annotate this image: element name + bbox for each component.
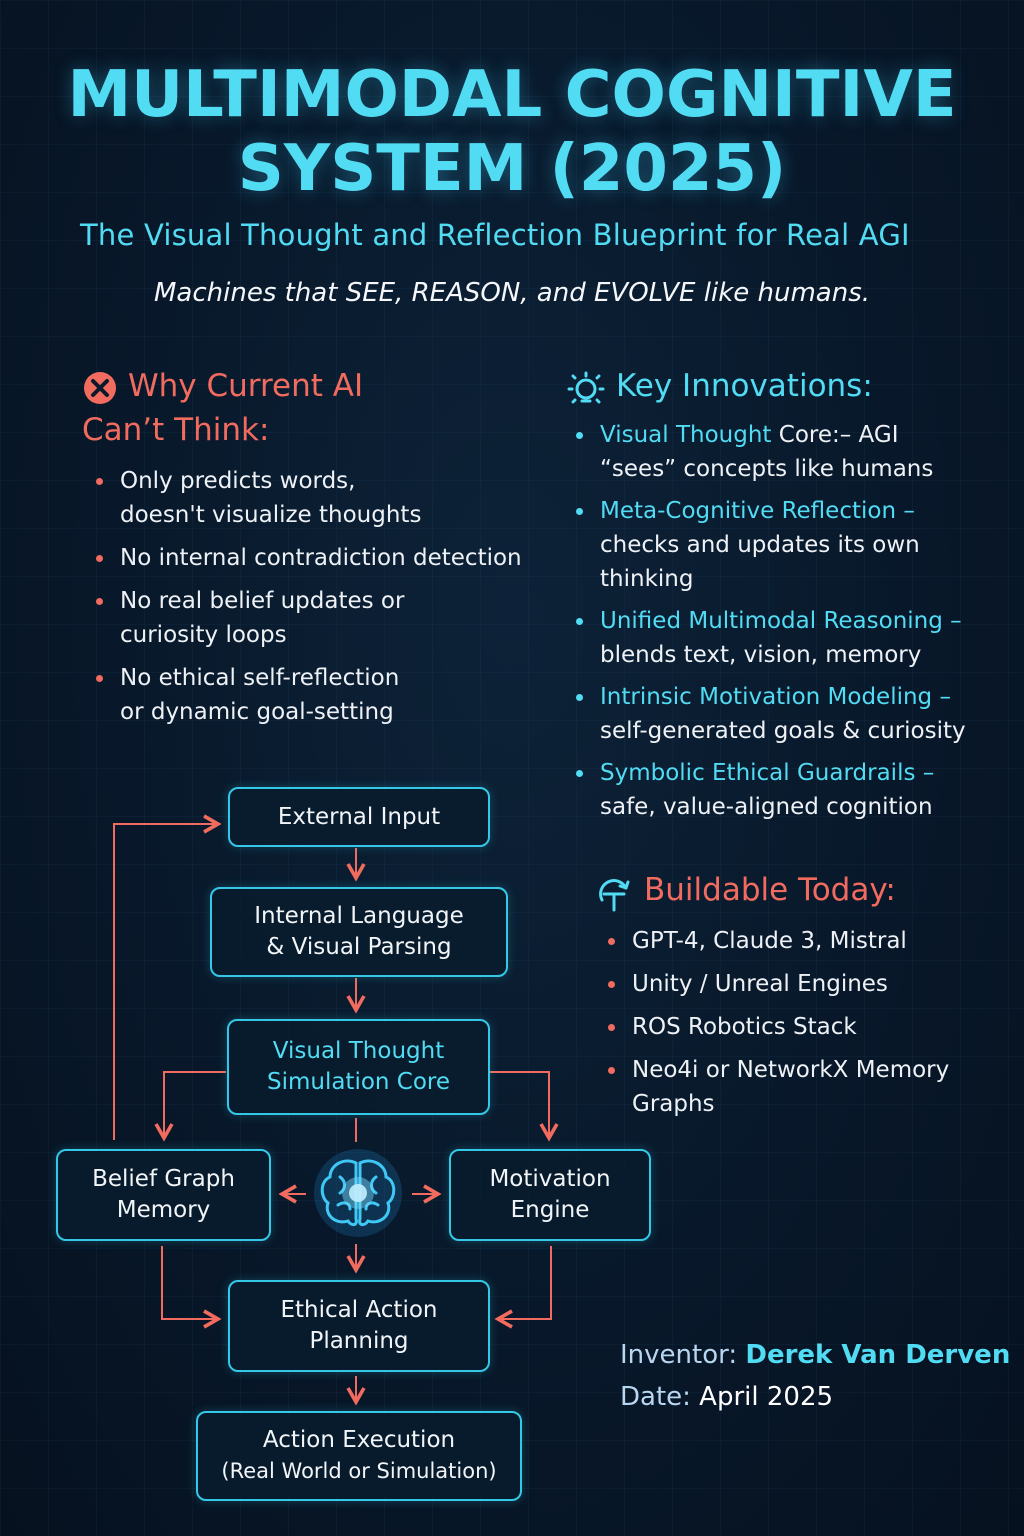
why-heading-line-1: Why Current AI [128,368,364,404]
belief-graph-memory-box: Belief Graph Memory [56,1149,271,1241]
tools-icon [599,879,630,912]
innovation-item: Visual Thought Core:– AGI “sees” concepts… [572,418,1012,486]
title-line-1: MULTIMODAL COGNITIVE [67,58,957,132]
why-heading-line-2: Can’t Think: [82,412,270,448]
innovation-item: Meta-Cognitive Reflection – checks and up… [572,494,1012,596]
innovation-item: Unified Multimodal Reasoning – blends tex… [572,604,1012,672]
arrow-motivation-to-ethical [494,1246,552,1329]
action-execution-box: Action Execution (Real World or Simulati… [196,1411,522,1501]
parsing-box: Internal Language & Visual Parsing [210,887,508,977]
arrow-core-to-belief [154,1071,226,1142]
why-item: No real belief updates or curiosity loops [92,584,552,652]
innovation-item: Symbolic Ethical Guardrails – safe, value… [572,756,1012,824]
date-line: Date: April 2025 [620,1382,834,1412]
arrow-belief-to-ethical [161,1246,222,1329]
innovation-item: Intrinsic Motivation Modeling – self-gene… [572,680,1012,748]
why-item: Only predicts words, doesn't visualize th… [92,464,552,532]
buildable-item: Unity / Unreal Engines [604,967,1004,1001]
innovations-list: Visual Thought Core:– AGI “sees” concepts… [572,418,1012,832]
lightbulb-icon [567,371,605,404]
x-circle-icon [84,372,116,404]
tagline: Machines that SEE, REASON, and EVOLVE li… [153,278,871,308]
brain-icon [314,1149,402,1237]
simulation-core-box: Visual Thought Simulation Core [227,1019,490,1115]
ethical-action-planning-box: Ethical Action Planning [228,1280,490,1372]
motivation-engine-box: Motivation Engine [449,1149,651,1241]
buildable-section-heading: Buildable Today: [594,868,896,914]
arrow-core-to-motivation [488,1071,559,1142]
page-title: MULTIMODAL COGNITIVE SYSTEM (2025) [0,58,1024,206]
arrow-feedback-loop [113,814,222,1140]
inventor-line: Inventor: Derek Van Derven [620,1340,1011,1370]
buildable-list: GPT-4, Claude 3, Mistral Unity / Unreal … [604,924,1004,1130]
innovations-heading: Key Innovations: [616,368,873,404]
buildable-item: Neo4i or NetworkX Memory Graphs [604,1053,1004,1121]
buildable-item: ROS Robotics Stack [604,1010,1004,1044]
why-item: No ethical self-reflection or dynamic goa… [92,661,552,729]
subtitle: The Visual Thought and Reflection Bluepr… [80,218,910,252]
why-item: No internal contradiction detection [92,541,552,575]
buildable-item: GPT-4, Claude 3, Mistral [604,924,1004,958]
title-line-2: SYSTEM (2025) [237,132,787,206]
buildable-heading: Buildable Today: [644,872,896,908]
why-section-heading: Why Current AI Can’t Think: [82,364,363,452]
innovations-section-heading: Key Innovations: [566,364,873,410]
external-input-box: External Input [228,787,490,847]
why-list: Only predicts words, doesn't visualize th… [92,464,552,738]
